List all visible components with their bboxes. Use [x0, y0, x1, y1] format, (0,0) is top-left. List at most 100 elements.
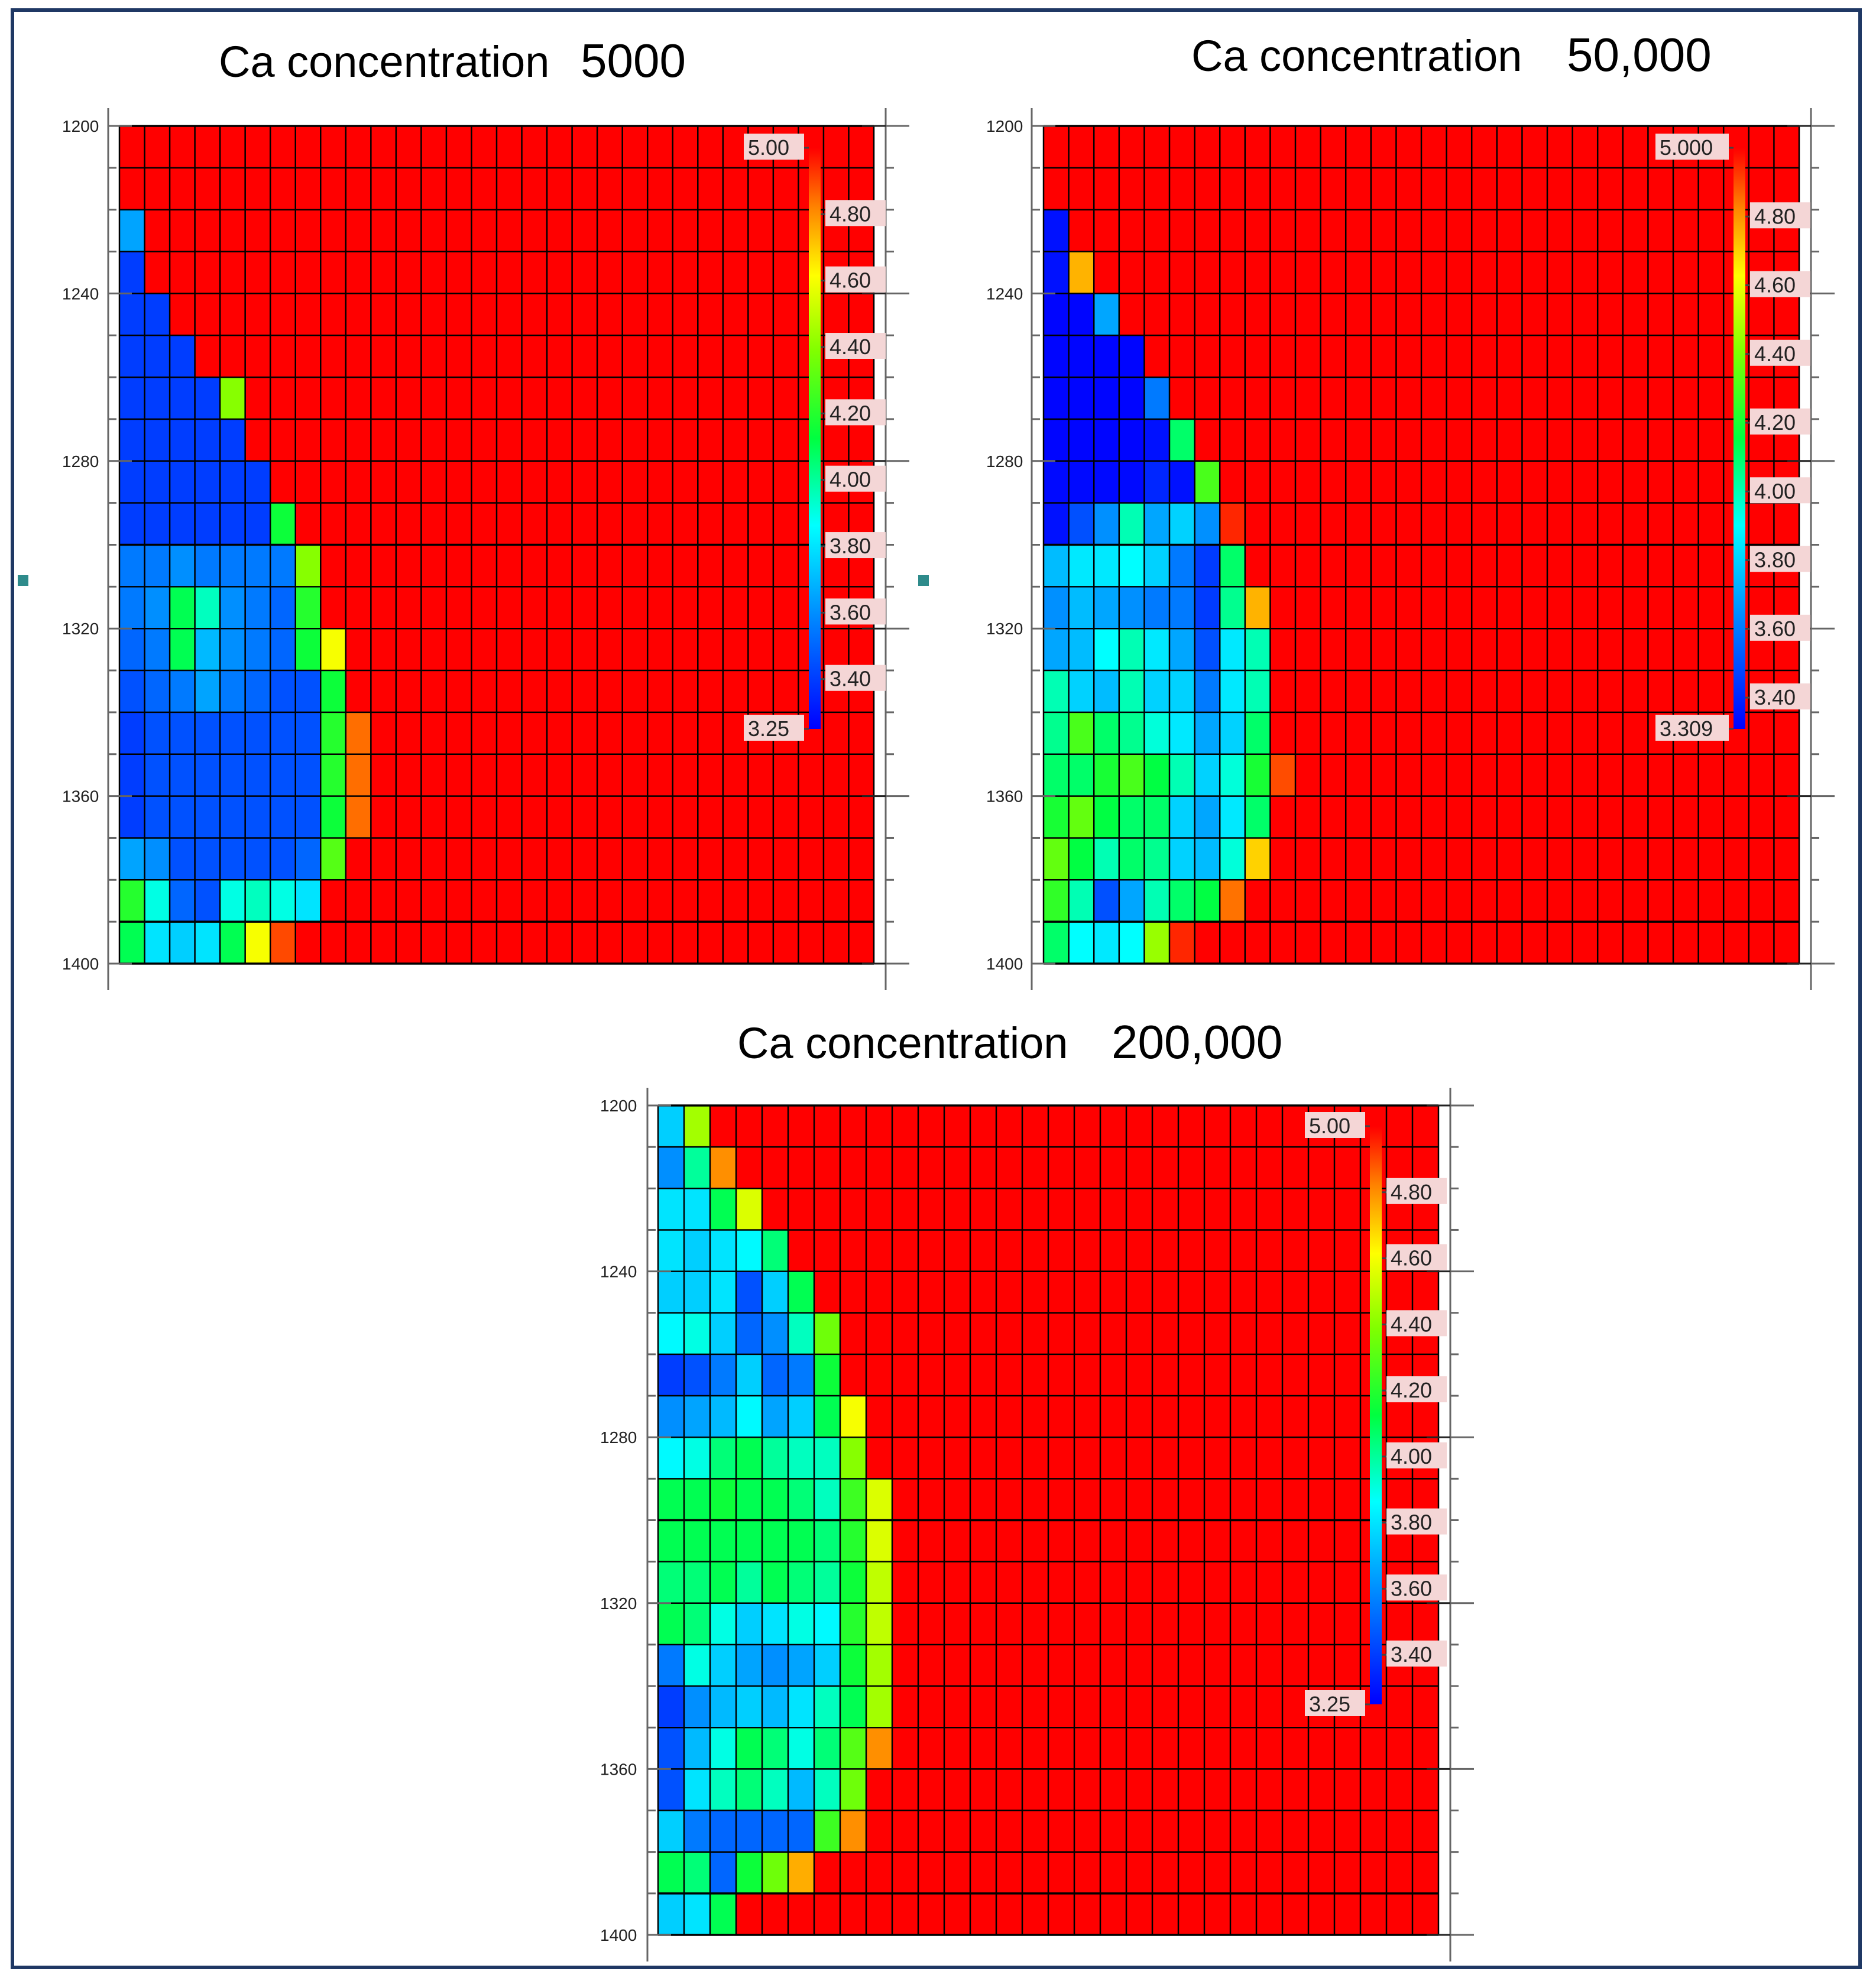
- heatmap-cell: [119, 544, 145, 587]
- colorbar-label: 4.20: [830, 401, 871, 425]
- heatmap-cell: [814, 1312, 840, 1354]
- heatmap-cell: [245, 502, 271, 545]
- heatmap-cell: [320, 670, 346, 712]
- heatmap-cell: [1144, 880, 1169, 922]
- heatmap-cell: [684, 1893, 710, 1935]
- y-tick-label: 1400: [62, 955, 99, 973]
- heatmap-cell: [270, 586, 296, 629]
- heatmap-cell: [658, 1603, 684, 1645]
- heatmap-cell: [840, 1727, 866, 1769]
- heatmap-cell: [245, 670, 271, 712]
- heatmap-cell: [814, 1520, 840, 1562]
- heatmap-cell: [788, 1686, 814, 1728]
- heatmap-cell: [270, 796, 296, 838]
- colorbar-label-bg: [1386, 1508, 1447, 1535]
- heatmap-cell: [762, 1852, 788, 1894]
- heatmap-cell: [195, 880, 221, 922]
- heatmap-cell: [1144, 377, 1169, 419]
- colorbar-label-bg: [744, 134, 804, 160]
- colorbar-gradient: [809, 148, 821, 729]
- heatmap-cell: [1220, 670, 1245, 712]
- heatmap-cell: [762, 1603, 788, 1645]
- heatmap-cell: [658, 1727, 684, 1769]
- heatmap-cell: [814, 1437, 840, 1479]
- heatmap-cell: [684, 1727, 710, 1769]
- heatmap-cell: [710, 1893, 736, 1935]
- heatmap-cell: [345, 796, 371, 838]
- heatmap-cell: [1144, 461, 1169, 503]
- panel-title-value: 5000: [581, 34, 686, 87]
- heatmap-cell: [1094, 335, 1119, 378]
- heatmap-cell: [1194, 838, 1220, 880]
- heatmap-cell: [170, 838, 195, 880]
- heatmap-cell: [814, 1479, 840, 1520]
- heatmap-cell: [658, 1230, 684, 1272]
- heatmap-cell: [658, 1271, 684, 1313]
- colorbar-label: 3.25: [1309, 1692, 1350, 1716]
- heatmap-cell: [710, 1312, 736, 1354]
- heatmap-cell: [1245, 838, 1271, 880]
- heatmap-cell: [195, 461, 221, 503]
- heatmap-cell: [840, 1520, 866, 1562]
- heatmap-cell: [1119, 712, 1145, 754]
- heatmap-cell: [295, 586, 321, 629]
- heatmap-cell: [1194, 502, 1220, 545]
- heatmap-cell: [684, 1852, 710, 1894]
- heatmap-panel-2: Ca concentration 50,000 1200 1240 1280 1320 13…: [986, 28, 1835, 990]
- heatmap-cell: [144, 880, 170, 922]
- heatmap-cell: [1220, 712, 1245, 754]
- heatmap-cell: [1068, 712, 1094, 754]
- heatmap-cell: [270, 880, 296, 922]
- heatmap-cell: [1245, 670, 1271, 712]
- colorbar-label-bg: [1386, 1574, 1447, 1601]
- colorbar-gradient: [1370, 1126, 1382, 1704]
- heatmap-cell: [119, 461, 145, 503]
- panel-title-value: 50,000: [1567, 28, 1712, 81]
- heatmap-cell: [245, 712, 271, 754]
- heatmap-cell: [119, 712, 145, 754]
- colorbar-label: 4.00: [1391, 1444, 1432, 1468]
- heatmap-cell: [170, 502, 195, 545]
- heatmap-cell: [1044, 754, 1069, 796]
- heatmap-cell: [220, 712, 245, 754]
- heatmap-cell: [144, 712, 170, 754]
- heatmap-cell: [1119, 796, 1145, 838]
- heatmap-cell: [1169, 586, 1195, 629]
- heatmap-cell: [119, 628, 145, 671]
- heatmap-cell: [220, 670, 245, 712]
- heatmap-cell: [1119, 502, 1145, 545]
- heatmap-cell: [270, 544, 296, 587]
- heatmap-cell: [658, 1437, 684, 1479]
- heatmap-cell: [1119, 838, 1145, 880]
- heatmap-cell: [814, 1603, 840, 1645]
- heatmap-cell: [1119, 586, 1145, 629]
- heatmap-cell: [220, 628, 245, 671]
- heatmap-cell: [866, 1644, 892, 1687]
- heatmap-cell: [840, 1396, 866, 1438]
- heatmap-cell: [684, 1479, 710, 1520]
- heatmap-cell: [814, 1686, 840, 1728]
- heatmap-cell: [220, 544, 245, 587]
- heatmap-cell: [220, 838, 245, 880]
- heatmap-cell: [814, 1644, 840, 1687]
- heatmap-cell: [1044, 209, 1069, 252]
- heatmap-cell: [1144, 754, 1169, 796]
- heatmap-cell: [814, 1396, 840, 1438]
- colorbar-label-bg: [1750, 683, 1810, 710]
- heatmap-cell: [170, 880, 195, 922]
- heatmap-cell: [1044, 880, 1069, 922]
- heatmap-cell: [1094, 377, 1119, 419]
- heatmap-cell: [866, 1520, 892, 1562]
- heatmap-cell: [295, 670, 321, 712]
- heatmap-cell: [684, 1561, 710, 1603]
- heatmap-cell: [658, 1810, 684, 1852]
- heatmap-cell: [658, 1188, 684, 1230]
- heatmap-cell: [736, 1686, 762, 1728]
- heatmap-cell: [170, 586, 195, 629]
- y-tick-label: 1280: [62, 452, 99, 471]
- heatmap-cell: [1169, 419, 1195, 461]
- heatmap-cell: [684, 1769, 710, 1811]
- heatmap-cell: [1044, 544, 1069, 587]
- panel-title: Ca concentration: [219, 37, 549, 86]
- colorbar-label: 3.40: [1391, 1642, 1432, 1666]
